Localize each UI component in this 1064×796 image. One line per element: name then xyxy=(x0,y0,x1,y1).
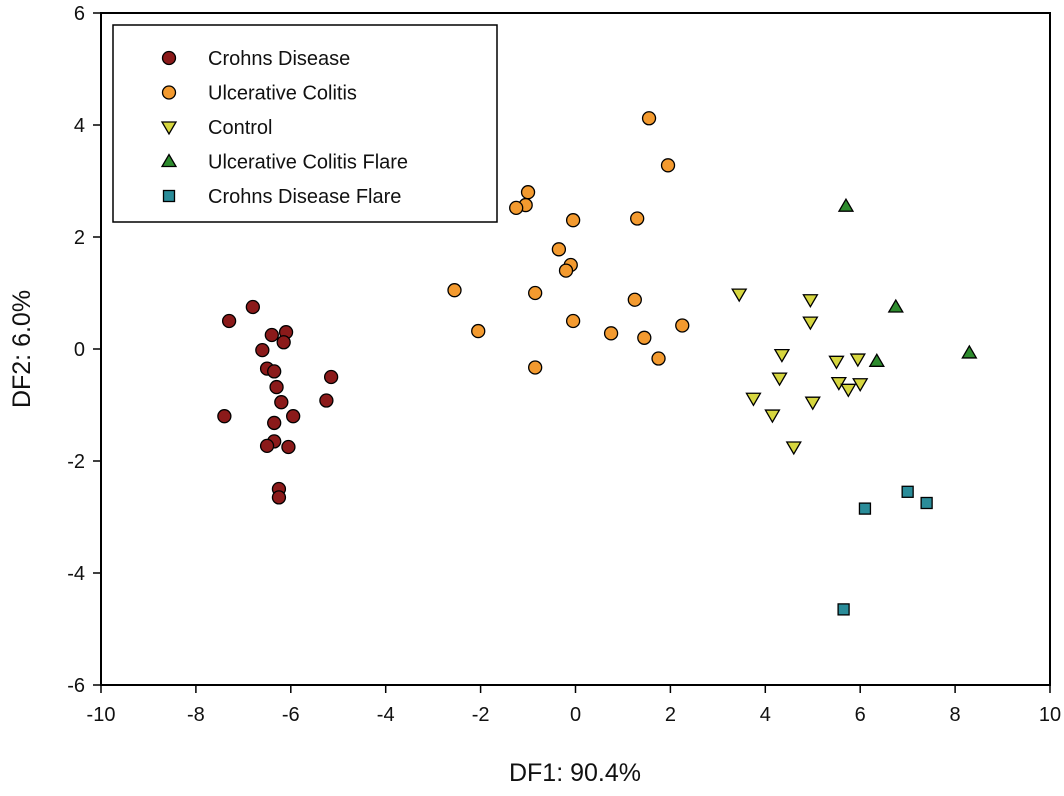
legend-marker-crohns-disease-flare xyxy=(162,189,176,203)
data-point-ulcerative-colitis-flare xyxy=(887,298,904,313)
data-point-crohns-disease xyxy=(264,327,279,343)
data-point-ulcerative-colitis xyxy=(660,158,676,173)
data-point-ulcerative-colitis xyxy=(675,318,690,333)
x-tick-label: 4 xyxy=(760,704,771,726)
y-tick-label: 4 xyxy=(74,115,85,137)
data-point-ulcerative-colitis xyxy=(528,285,543,301)
data-point-crohns-disease xyxy=(245,299,260,315)
data-point-control xyxy=(771,372,788,387)
series-crohns-disease xyxy=(217,299,339,505)
axis-ticks: -10 -8 -6 -4 -2 0 2 4 6 8 10 -6 -4 -2 0 2 4 6 xyxy=(67,3,1061,726)
y-tick-label: 2 xyxy=(74,227,85,249)
data-point-crohns-disease-flare xyxy=(920,496,933,510)
data-point-control xyxy=(773,348,791,363)
data-point-ulcerative-colitis xyxy=(603,326,619,341)
series-control xyxy=(731,288,869,456)
y-axis-title: DF2: 6.0% xyxy=(8,290,36,408)
x-tick-label: 10 xyxy=(1039,704,1061,726)
data-point-crohns-disease-flare xyxy=(901,485,914,498)
data-point-ulcerative-colitis xyxy=(558,263,574,278)
data-point-crohns-disease xyxy=(269,379,284,395)
x-tick-label: 6 xyxy=(855,704,866,726)
data-point-control xyxy=(804,396,821,411)
x-tick-label: -6 xyxy=(282,704,300,726)
data-point-crohns-disease xyxy=(271,490,287,505)
data-point-control xyxy=(764,409,781,424)
data-point-ulcerative-colitis xyxy=(471,323,486,339)
data-point-control xyxy=(852,378,869,393)
data-point-control xyxy=(840,383,857,398)
data-point-ulcerative-colitis xyxy=(637,330,652,345)
data-point-control xyxy=(731,288,748,303)
data-point-ulcerative-colitis xyxy=(509,200,524,216)
data-point-crohns-disease xyxy=(259,438,275,454)
data-point-crohns-disease xyxy=(255,342,270,358)
data-point-crohns-disease xyxy=(267,415,282,431)
legend: Crohns Disease Ulcerative Colitis Control U… xyxy=(112,24,498,223)
data-point-ulcerative-colitis xyxy=(565,213,581,228)
data-point-ulcerative-colitis-flare xyxy=(961,344,978,359)
legend-box xyxy=(112,24,498,223)
data-point-ulcerative-colitis xyxy=(520,185,536,200)
data-point-crohns-disease xyxy=(221,313,237,329)
y-tick-label: -4 xyxy=(67,563,85,585)
data-point-ulcerative-colitis-flare xyxy=(837,197,855,212)
data-point-ulcerative-colitis xyxy=(630,211,645,226)
legend-marker-ulcerative-colitis-flare xyxy=(160,153,178,168)
data-point-control xyxy=(785,441,802,456)
data-point-control xyxy=(802,294,819,309)
legend-label-control: Control xyxy=(208,117,272,139)
x-tick-label: -4 xyxy=(377,704,395,726)
x-axis-title: DF1: 90.4% xyxy=(509,759,641,787)
data-point-crohns-disease-flare xyxy=(837,603,850,616)
data-point-ulcerative-colitis xyxy=(447,283,462,298)
legend-label-crohns-disease: Crohns Disease xyxy=(208,48,350,70)
legend-marker-crohns-disease xyxy=(161,50,177,66)
legend-label-ulcerative-colitis-flare: Ulcerative Colitis Flare xyxy=(208,152,408,174)
data-point-control xyxy=(802,316,819,331)
data-point-control xyxy=(745,392,762,407)
legend-label-crohns-disease-flare: Crohns Disease Flare xyxy=(208,186,401,208)
data-point-control xyxy=(828,355,845,370)
data-point-control xyxy=(830,376,847,391)
y-tick-label: 6 xyxy=(74,3,85,25)
series-crohns-disease-flare xyxy=(837,485,933,616)
legend-marker-control xyxy=(160,121,178,136)
data-point-ulcerative-colitis xyxy=(528,360,543,375)
x-tick-label: 2 xyxy=(665,704,676,726)
data-point-ulcerative-colitis xyxy=(651,351,666,366)
data-point-crohns-disease xyxy=(286,409,301,424)
x-tick-label: -2 xyxy=(472,704,490,726)
data-point-crohns-disease xyxy=(323,369,339,385)
x-tick-label: 0 xyxy=(570,704,581,726)
y-tick-label: -2 xyxy=(67,451,85,473)
y-tick-label: -6 xyxy=(67,675,85,697)
data-point-crohns-disease xyxy=(217,409,232,424)
data-point-crohns-disease xyxy=(274,395,289,410)
series-ulcerative-colitis xyxy=(447,111,690,375)
data-point-ulcerative-colitis-flare xyxy=(868,353,885,367)
data-point-ulcerative-colitis xyxy=(641,111,657,126)
x-tick-label: 8 xyxy=(950,704,961,726)
legend-marker-ulcerative-colitis xyxy=(161,85,177,100)
x-tick-label: -8 xyxy=(187,704,205,726)
data-point-crohns-disease xyxy=(276,335,291,350)
x-tick-label: -10 xyxy=(87,704,116,726)
data-point-ulcerative-colitis xyxy=(565,313,581,329)
data-points xyxy=(217,111,978,616)
legend-label-ulcerative-colitis: Ulcerative Colitis xyxy=(208,83,357,105)
y-tick-label: 0 xyxy=(74,339,85,361)
data-point-crohns-disease-flare xyxy=(858,502,872,515)
data-point-crohns-disease xyxy=(267,364,282,379)
data-point-crohns-disease xyxy=(281,439,296,455)
data-point-ulcerative-colitis xyxy=(627,292,642,307)
data-point-crohns-disease xyxy=(319,393,334,408)
data-point-ulcerative-colitis xyxy=(551,242,567,257)
data-point-control xyxy=(849,353,866,368)
series-ulcerative-colitis-flare xyxy=(837,197,978,367)
